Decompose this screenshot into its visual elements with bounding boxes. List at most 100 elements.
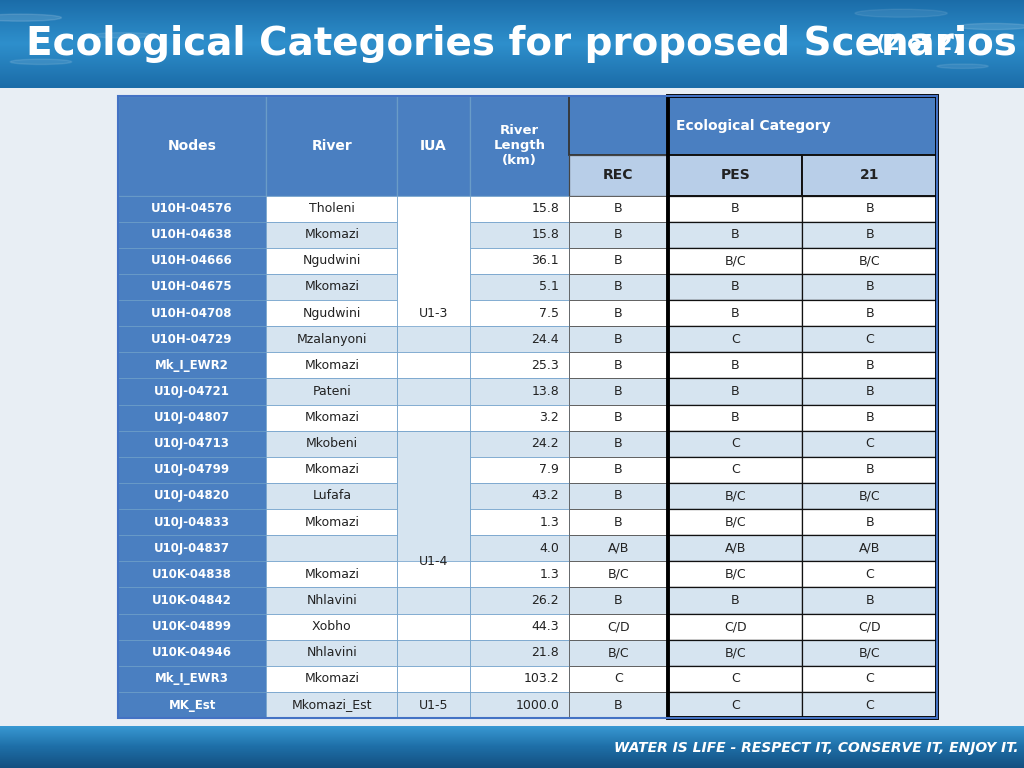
Bar [668, 248, 803, 274]
Bar [470, 535, 569, 561]
Bar [668, 222, 803, 248]
Bar [266, 457, 397, 483]
Bar [569, 196, 668, 222]
Text: B: B [865, 594, 874, 607]
Text: Tholeni: Tholeni [309, 202, 354, 215]
Bar [118, 431, 266, 457]
Bar [668, 155, 803, 196]
Text: Nodes: Nodes [168, 139, 216, 153]
Bar [118, 300, 266, 326]
Text: U10H-04729: U10H-04729 [152, 333, 232, 346]
Text: Ngudwini: Ngudwini [303, 254, 361, 267]
Bar [569, 96, 937, 155]
Bar [803, 588, 937, 614]
Bar [569, 353, 668, 379]
Bar [266, 248, 397, 274]
Bar [397, 248, 470, 274]
Bar [118, 457, 266, 483]
Bar [803, 326, 937, 353]
Bar [668, 692, 803, 718]
Text: C/D: C/D [858, 620, 881, 633]
Text: B: B [731, 359, 739, 372]
Text: Mkomazi: Mkomazi [304, 673, 359, 685]
Text: 25.3: 25.3 [531, 359, 559, 372]
Text: B: B [614, 333, 623, 346]
Bar [668, 509, 803, 535]
Text: Nhlavini: Nhlavini [306, 594, 357, 607]
Bar [397, 353, 470, 379]
Text: 44.3: 44.3 [531, 620, 559, 633]
Bar [397, 326, 470, 353]
Bar [569, 588, 668, 614]
Text: B: B [614, 515, 623, 528]
Bar [266, 300, 397, 326]
Text: Mkomazi: Mkomazi [304, 515, 359, 528]
Bar [668, 96, 937, 718]
Bar [569, 431, 668, 457]
Bar [266, 692, 397, 718]
Bar [397, 483, 470, 509]
Bar [118, 196, 266, 222]
Text: C: C [865, 699, 874, 711]
Bar [266, 222, 397, 248]
Text: U10K-04946: U10K-04946 [153, 646, 232, 659]
Bar [668, 666, 803, 692]
Text: B/C: B/C [724, 489, 746, 502]
Text: B: B [865, 515, 874, 528]
Text: B/C: B/C [607, 646, 630, 659]
Text: B/C: B/C [724, 254, 746, 267]
Text: B: B [731, 228, 739, 241]
Bar [266, 353, 397, 379]
Bar [118, 640, 266, 666]
Text: 26.2: 26.2 [531, 594, 559, 607]
Text: B: B [731, 306, 739, 319]
Text: B/C: B/C [724, 646, 746, 659]
Bar [668, 457, 803, 483]
Text: MK_Est: MK_Est [168, 699, 216, 711]
Text: 4.0: 4.0 [540, 541, 559, 554]
Text: 1.3: 1.3 [540, 568, 559, 581]
Bar [266, 483, 397, 509]
Bar [118, 353, 266, 379]
Bar [569, 155, 668, 196]
Bar [397, 222, 470, 248]
Bar [569, 457, 668, 483]
Text: U10K-04899: U10K-04899 [153, 620, 232, 633]
Bar [397, 457, 470, 483]
Text: B: B [614, 411, 623, 424]
Bar [397, 640, 470, 666]
Bar [266, 379, 397, 405]
Text: B/C: B/C [724, 568, 746, 581]
Bar [803, 155, 937, 196]
Bar [569, 509, 668, 535]
Bar [668, 640, 803, 666]
Text: B: B [614, 359, 623, 372]
Bar [803, 692, 937, 718]
Text: River: River [311, 139, 352, 153]
Bar [803, 457, 937, 483]
Text: Xobho: Xobho [312, 620, 351, 633]
Text: C/D: C/D [607, 620, 630, 633]
Bar [118, 405, 266, 431]
Bar [803, 561, 937, 588]
Bar [803, 431, 937, 457]
Bar [569, 405, 668, 431]
Bar [668, 483, 803, 509]
Text: 5.1: 5.1 [540, 280, 559, 293]
Text: U10J-04820: U10J-04820 [154, 489, 230, 502]
Bar [470, 483, 569, 509]
Text: B: B [865, 280, 874, 293]
Text: Mzalanyoni: Mzalanyoni [297, 333, 367, 346]
Bar [803, 405, 937, 431]
Text: Mkobeni: Mkobeni [306, 437, 358, 450]
Bar [803, 483, 937, 509]
Text: B/C: B/C [859, 646, 881, 659]
Bar [266, 196, 397, 222]
Text: 13.8: 13.8 [531, 385, 559, 398]
Bar [118, 96, 266, 196]
Text: U10J-04721: U10J-04721 [155, 385, 230, 398]
Bar [470, 326, 569, 353]
Bar [397, 588, 470, 614]
Bar [569, 640, 668, 666]
Text: U10J-04713: U10J-04713 [155, 437, 230, 450]
